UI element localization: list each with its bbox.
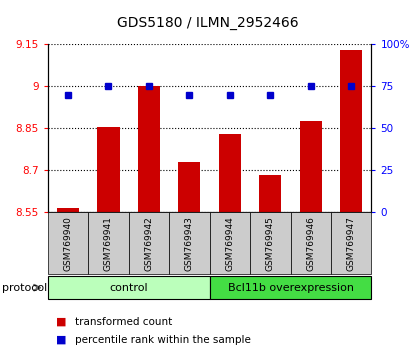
Text: GSM769945: GSM769945 — [266, 216, 275, 271]
Text: GDS5180 / ILMN_2952466: GDS5180 / ILMN_2952466 — [117, 16, 298, 30]
Bar — [210, 276, 371, 299]
Bar — [219, 134, 241, 212]
Bar — [129, 212, 169, 274]
Text: GSM769940: GSM769940 — [63, 216, 73, 271]
Bar — [290, 212, 331, 274]
Text: Bcl11b overexpression: Bcl11b overexpression — [227, 282, 354, 293]
Bar — [169, 212, 210, 274]
Bar — [48, 212, 88, 274]
Text: control: control — [109, 282, 148, 293]
Text: GSM769944: GSM769944 — [225, 216, 234, 271]
Text: GSM769943: GSM769943 — [185, 216, 194, 271]
Bar — [178, 162, 200, 212]
Bar — [210, 212, 250, 274]
Text: transformed count: transformed count — [75, 317, 172, 327]
Bar — [340, 50, 362, 212]
Bar — [138, 86, 160, 212]
Text: percentile rank within the sample: percentile rank within the sample — [75, 335, 251, 345]
Text: GSM769941: GSM769941 — [104, 216, 113, 271]
Text: ■: ■ — [56, 335, 66, 345]
Bar — [88, 212, 129, 274]
Bar — [57, 208, 79, 212]
Text: GSM769946: GSM769946 — [306, 216, 315, 271]
Bar — [300, 121, 322, 212]
Bar — [97, 127, 120, 212]
Bar — [259, 175, 281, 212]
Bar — [331, 212, 371, 274]
Text: GSM769947: GSM769947 — [347, 216, 356, 271]
Text: ■: ■ — [56, 317, 66, 327]
Text: protocol: protocol — [2, 282, 47, 293]
Text: GSM769942: GSM769942 — [144, 216, 154, 271]
Bar — [48, 276, 210, 299]
Bar — [250, 212, 290, 274]
